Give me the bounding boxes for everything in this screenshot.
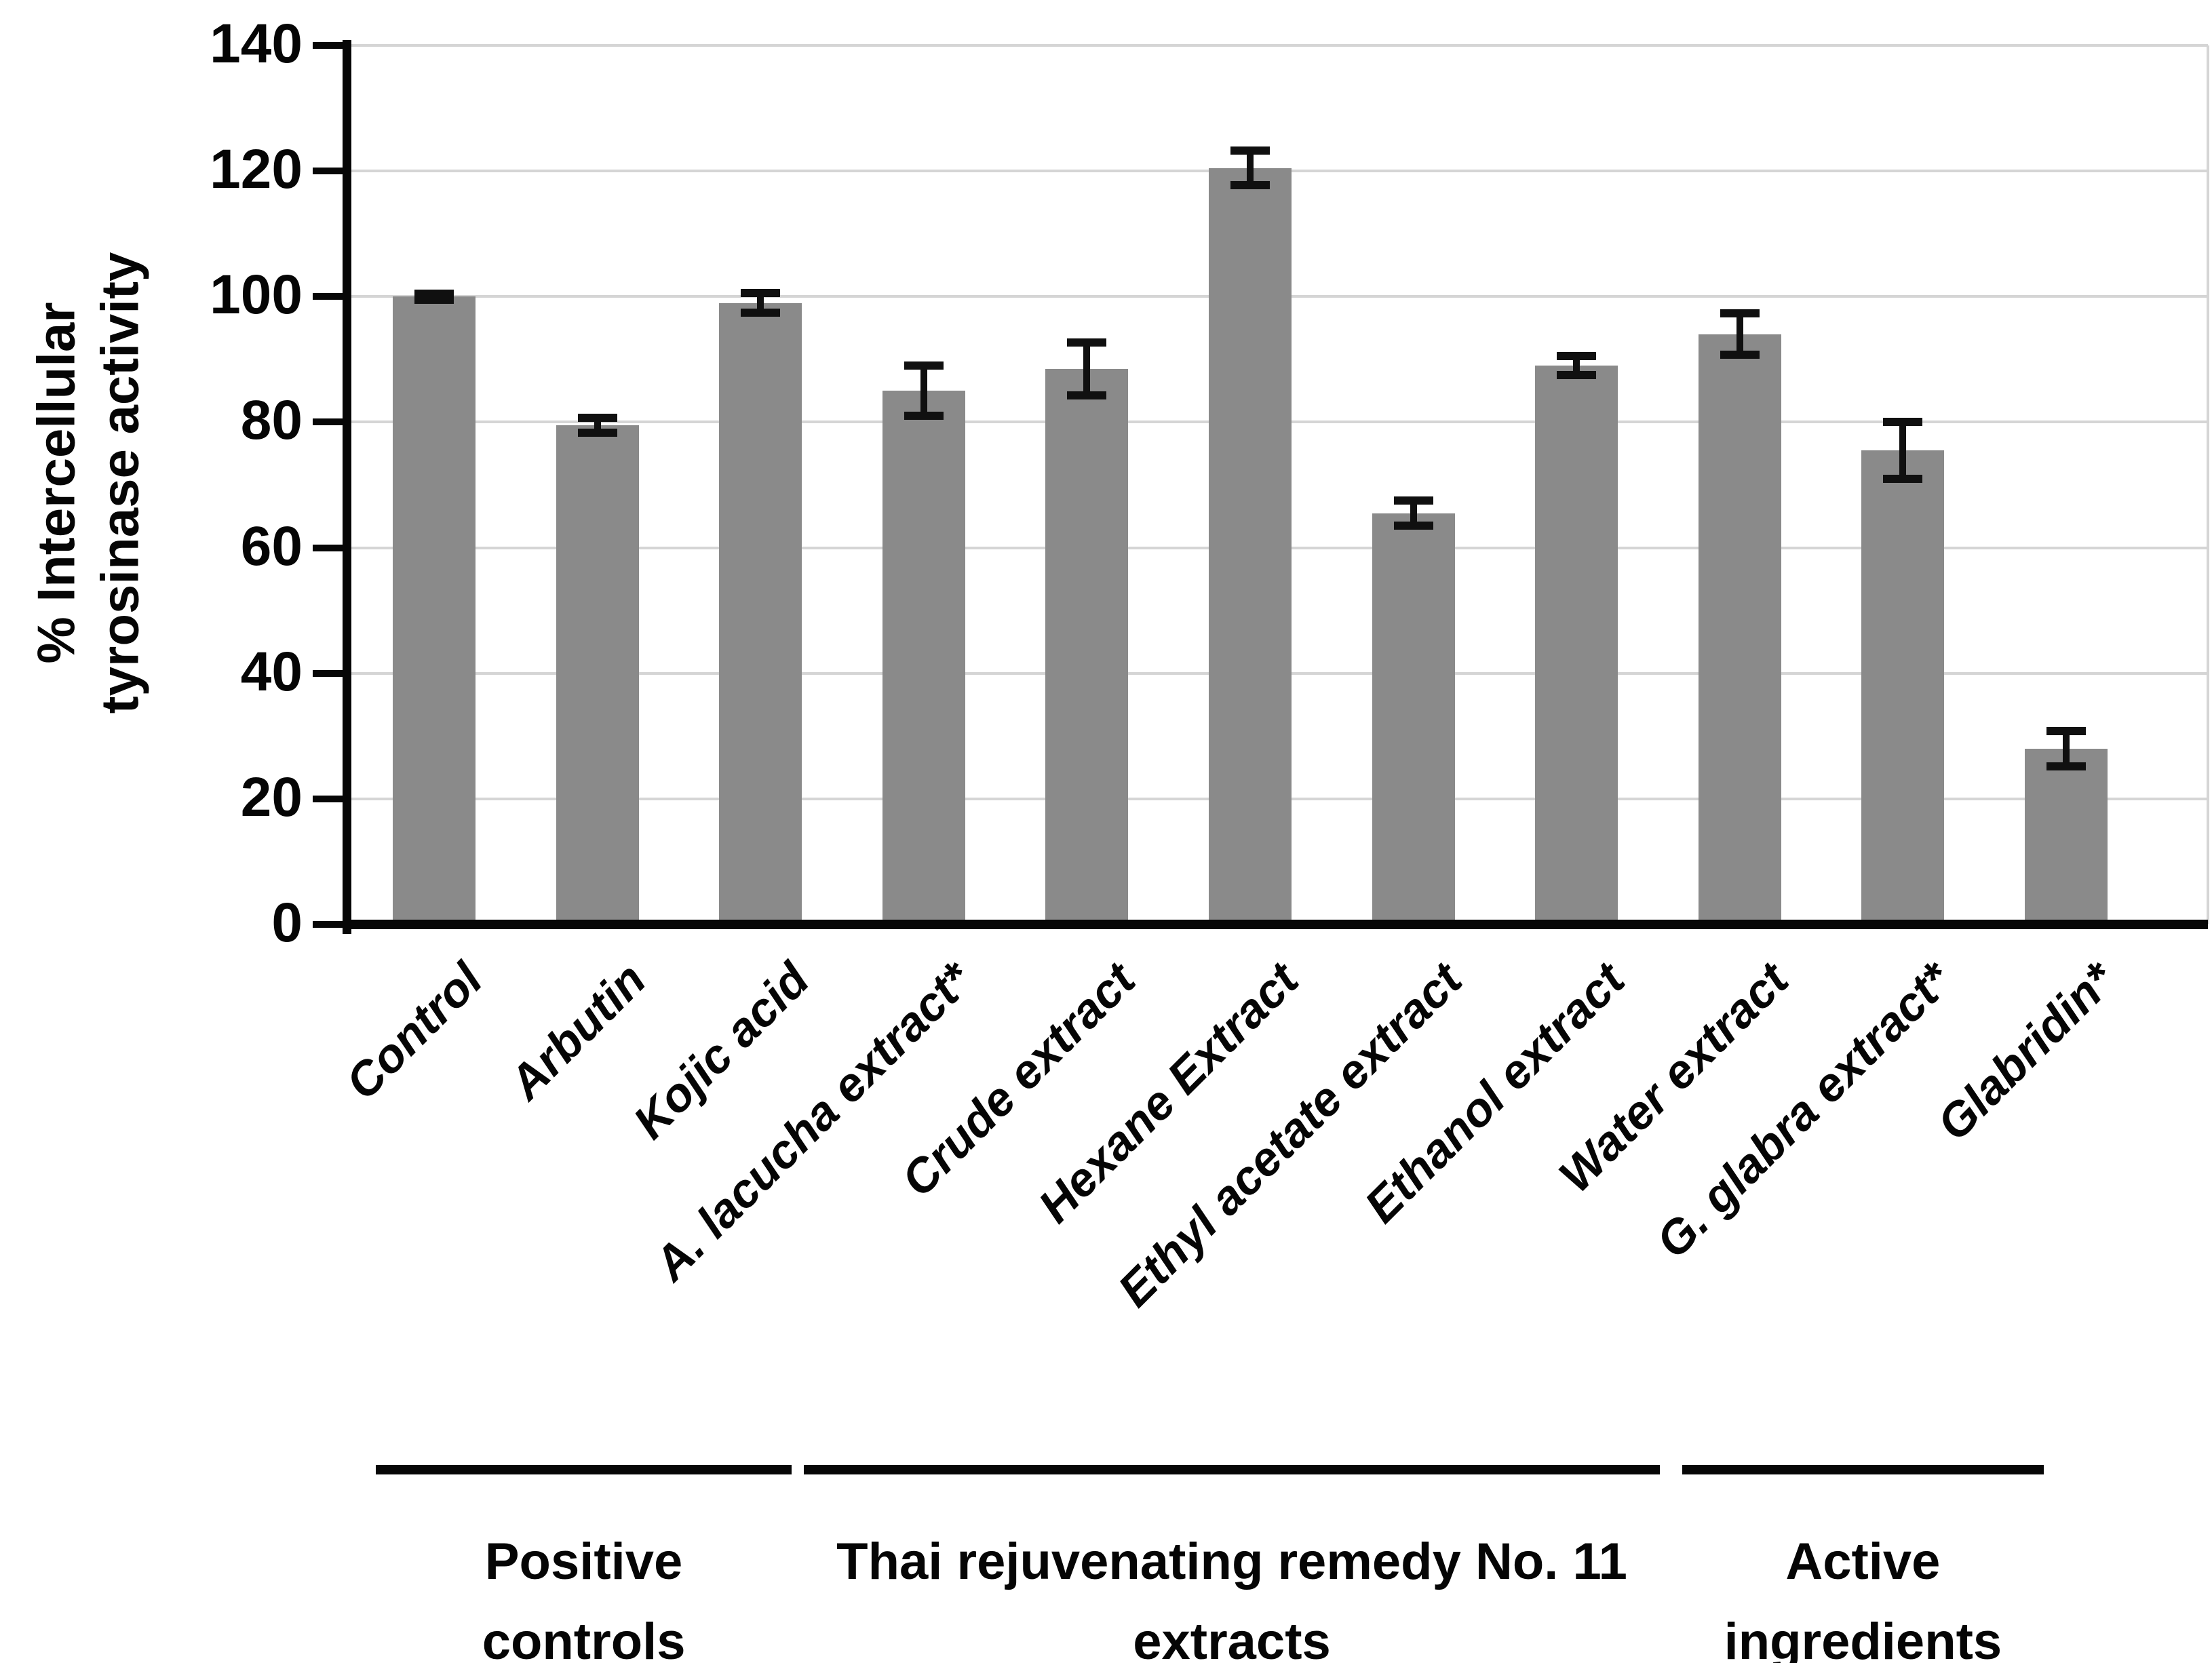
bar-10 bbox=[2025, 748, 2108, 924]
error-bar-cap-top-8 bbox=[1720, 309, 1760, 318]
error-bar-stem-3 bbox=[920, 366, 927, 416]
x-label-10: Glabridin* bbox=[1926, 952, 2124, 1151]
y-tick-label-80: 80 bbox=[240, 389, 303, 452]
y-tick-60 bbox=[313, 544, 344, 551]
plot-right-border bbox=[2207, 45, 2209, 924]
error-bar-cap-bottom-1 bbox=[577, 429, 617, 437]
y-axis-line bbox=[343, 40, 351, 934]
y-tick-label-60: 60 bbox=[240, 515, 303, 577]
error-bar-stem-5 bbox=[1247, 150, 1254, 186]
y-tick-40 bbox=[313, 669, 344, 677]
bar-8 bbox=[1698, 334, 1781, 924]
group-label-1-line2: extracts bbox=[1133, 1612, 1331, 1663]
bar-3 bbox=[882, 391, 965, 924]
bar-5 bbox=[1209, 168, 1292, 924]
error-bar-cap-bottom-8 bbox=[1720, 351, 1760, 359]
error-bar-cap-top-7 bbox=[1557, 352, 1597, 361]
error-bar-cap-top-10 bbox=[2046, 726, 2086, 735]
bar-4 bbox=[1045, 368, 1129, 924]
error-bar-stem-6 bbox=[1410, 501, 1417, 526]
bar-1 bbox=[556, 425, 639, 924]
error-bar-cap-top-9 bbox=[1883, 418, 1923, 427]
error-bar-cap-top-3 bbox=[904, 361, 944, 370]
error-bar-stem-4 bbox=[1083, 342, 1091, 395]
bar-0 bbox=[393, 296, 476, 924]
error-bar-stem-1 bbox=[594, 417, 601, 433]
y-tick-140 bbox=[313, 42, 344, 49]
error-bar-stem-7 bbox=[1573, 356, 1580, 375]
group-label-0: Positive controls bbox=[482, 1522, 686, 1663]
y-tick-0 bbox=[313, 921, 344, 928]
bar-6 bbox=[1372, 513, 1455, 924]
y-tick-label-140: 140 bbox=[210, 13, 303, 75]
group-label-0-line1: Positive bbox=[484, 1533, 683, 1590]
x-label-3: A. lacucha extract* bbox=[644, 952, 982, 1291]
x-label-1: Arbutin bbox=[499, 952, 656, 1110]
error-bar-cap-top-1 bbox=[577, 413, 617, 422]
group-line-2 bbox=[1682, 1465, 2044, 1474]
error-bar-cap-top-2 bbox=[741, 288, 781, 297]
error-bar-cap-bottom-0 bbox=[414, 295, 454, 304]
gridline-y-140 bbox=[351, 44, 2208, 47]
y-tick-20 bbox=[313, 795, 344, 802]
error-bar-stem-8 bbox=[1736, 313, 1743, 355]
bar-9 bbox=[1861, 450, 1945, 924]
y-axis-title-line2: tyrosinase activity bbox=[90, 252, 149, 714]
x-label-9: G. glabra extract* bbox=[1646, 952, 1962, 1268]
error-bar-cap-top-5 bbox=[1230, 146, 1270, 155]
y-tick-100 bbox=[313, 293, 344, 300]
error-bar-stem-2 bbox=[757, 292, 764, 313]
error-bar-cap-bottom-4 bbox=[1067, 391, 1107, 399]
error-bar-cap-bottom-9 bbox=[1883, 474, 1923, 483]
error-bar-cap-bottom-5 bbox=[1230, 181, 1270, 190]
group-label-2-line1: Active bbox=[1785, 1533, 1941, 1590]
error-bar-cap-bottom-2 bbox=[741, 309, 781, 317]
y-axis-title: % Intercellular tyrosinase activity bbox=[24, 252, 151, 714]
error-bar-cap-top-4 bbox=[1067, 338, 1107, 347]
group-label-2: Active ingredients bbox=[1724, 1522, 2002, 1663]
x-axis-line bbox=[343, 920, 2208, 929]
y-tick-label-20: 20 bbox=[240, 766, 303, 828]
y-tick-label-120: 120 bbox=[210, 138, 303, 201]
error-bar-cap-bottom-3 bbox=[904, 412, 944, 420]
y-tick-label-40: 40 bbox=[240, 640, 303, 703]
y-axis-title-line1: % Intercellular bbox=[26, 302, 86, 664]
y-tick-80 bbox=[313, 418, 344, 426]
error-bar-stem-9 bbox=[1899, 422, 1907, 479]
group-label-1: Thai rejuvenating remedy No. 11 extracts bbox=[836, 1522, 1627, 1663]
x-label-0: Control bbox=[335, 952, 492, 1110]
group-label-2-line2: ingredients bbox=[1724, 1612, 2002, 1663]
y-tick-120 bbox=[313, 168, 344, 175]
bar-2 bbox=[719, 302, 802, 924]
bar-7 bbox=[1535, 366, 1618, 924]
error-bar-cap-bottom-6 bbox=[1393, 522, 1433, 530]
error-bar-cap-top-6 bbox=[1393, 496, 1433, 505]
error-bar-cap-bottom-7 bbox=[1557, 371, 1597, 379]
group-label-0-line2: controls bbox=[482, 1612, 686, 1663]
group-label-1-line1: Thai rejuvenating remedy No. 11 bbox=[836, 1533, 1627, 1590]
error-bar-cap-top-0 bbox=[414, 289, 454, 298]
group-line-1 bbox=[803, 1465, 1661, 1474]
group-line-0 bbox=[376, 1465, 792, 1474]
y-tick-label-100: 100 bbox=[210, 264, 303, 326]
error-bar-cap-bottom-10 bbox=[2046, 762, 2086, 770]
error-bar-stem-10 bbox=[2063, 730, 2070, 766]
y-tick-label-0: 0 bbox=[271, 892, 303, 954]
